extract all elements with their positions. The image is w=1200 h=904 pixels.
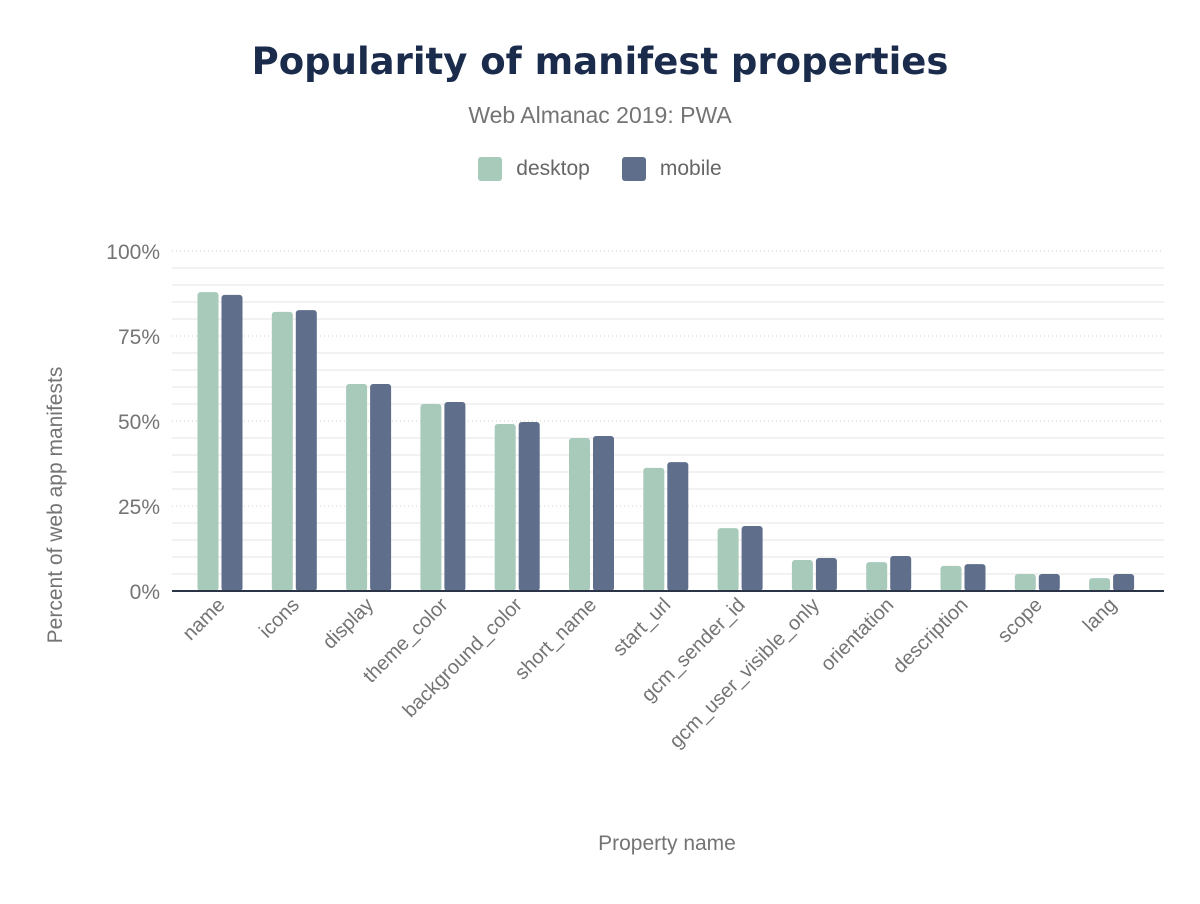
x-tick-label: name <box>179 594 230 645</box>
x-tick-label: lang <box>1079 594 1121 636</box>
bar-mobile-description <box>964 564 986 591</box>
bar-mobile-icons <box>295 310 317 591</box>
legend-item-mobile[interactable]: mobile <box>621 157 722 181</box>
bar-desktop-scope <box>1014 574 1036 591</box>
legend-item-desktop[interactable]: desktop <box>478 157 590 181</box>
bar-desktop-name <box>197 292 219 591</box>
y-tick-label: 25% <box>118 496 160 519</box>
bar-mobile-gcm_sender_id <box>741 526 763 591</box>
bar-mobile-name <box>221 294 243 591</box>
bar-mobile-background_color <box>518 422 540 591</box>
x-tick-label: gcm_user_visible_only <box>665 594 824 753</box>
bar-desktop-start_url <box>643 467 665 591</box>
bars <box>197 292 1135 591</box>
bar-mobile-short_name <box>593 435 614 591</box>
legend: desktop mobile <box>0 157 1200 181</box>
gridlines <box>172 250 1164 575</box>
x-axis-ticks: name icons displaytheme_colorbackground_co… <box>179 594 1122 753</box>
y-tick-label: 50% <box>118 411 160 434</box>
bar-mobile-orientation <box>890 555 912 591</box>
bar-desktop-display <box>346 383 368 591</box>
y-tick-label: 0% <box>130 581 160 604</box>
bar-mobile-lang <box>1113 574 1135 591</box>
bar-desktop-gcm_sender_id <box>717 528 739 591</box>
bar-desktop-short_name <box>569 438 590 591</box>
x-tick-label: scope <box>994 594 1047 647</box>
y-axis-label: Percent of web app manifests <box>44 367 67 644</box>
bar-desktop-theme_color <box>420 404 442 591</box>
y-tick-label: 75% <box>118 326 160 349</box>
legend-label-mobile: mobile <box>659 157 722 180</box>
bar-desktop-gcm_user_visible_only <box>791 560 813 591</box>
bar-mobile-gcm_user_visible_only <box>815 558 837 591</box>
bar-mobile-display <box>370 383 392 591</box>
chart-title: Popularity of manifest properties <box>251 40 949 83</box>
x-tick-label: icons <box>255 594 304 643</box>
bar-desktop-background_color <box>494 424 516 591</box>
bar-desktop-orientation <box>866 562 888 591</box>
bar-mobile-scope <box>1038 574 1060 591</box>
x-tick-label: description <box>889 594 973 678</box>
legend-label-desktop: desktop <box>516 157 590 180</box>
bar-desktop-lang <box>1089 578 1111 591</box>
x-axis-label: Property name <box>598 832 736 855</box>
legend-swatch-desktop <box>478 157 503 181</box>
x-tick-label: display <box>319 594 379 654</box>
y-tick-label: 100% <box>106 241 160 264</box>
y-axis-ticks: 0% 25% 50% 75% 100% <box>106 241 160 604</box>
legend-swatch-mobile <box>621 157 646 181</box>
x-tick-label: start_url <box>609 594 676 661</box>
bar-mobile-theme_color <box>444 401 466 591</box>
chart-subtitle: Web Almanac 2019: PWA <box>468 102 732 128</box>
bar-desktop-description <box>940 565 962 591</box>
x-tick-label: orientation <box>817 594 899 676</box>
bar-desktop-icons <box>271 311 293 591</box>
bar-mobile-start_url <box>667 462 689 591</box>
